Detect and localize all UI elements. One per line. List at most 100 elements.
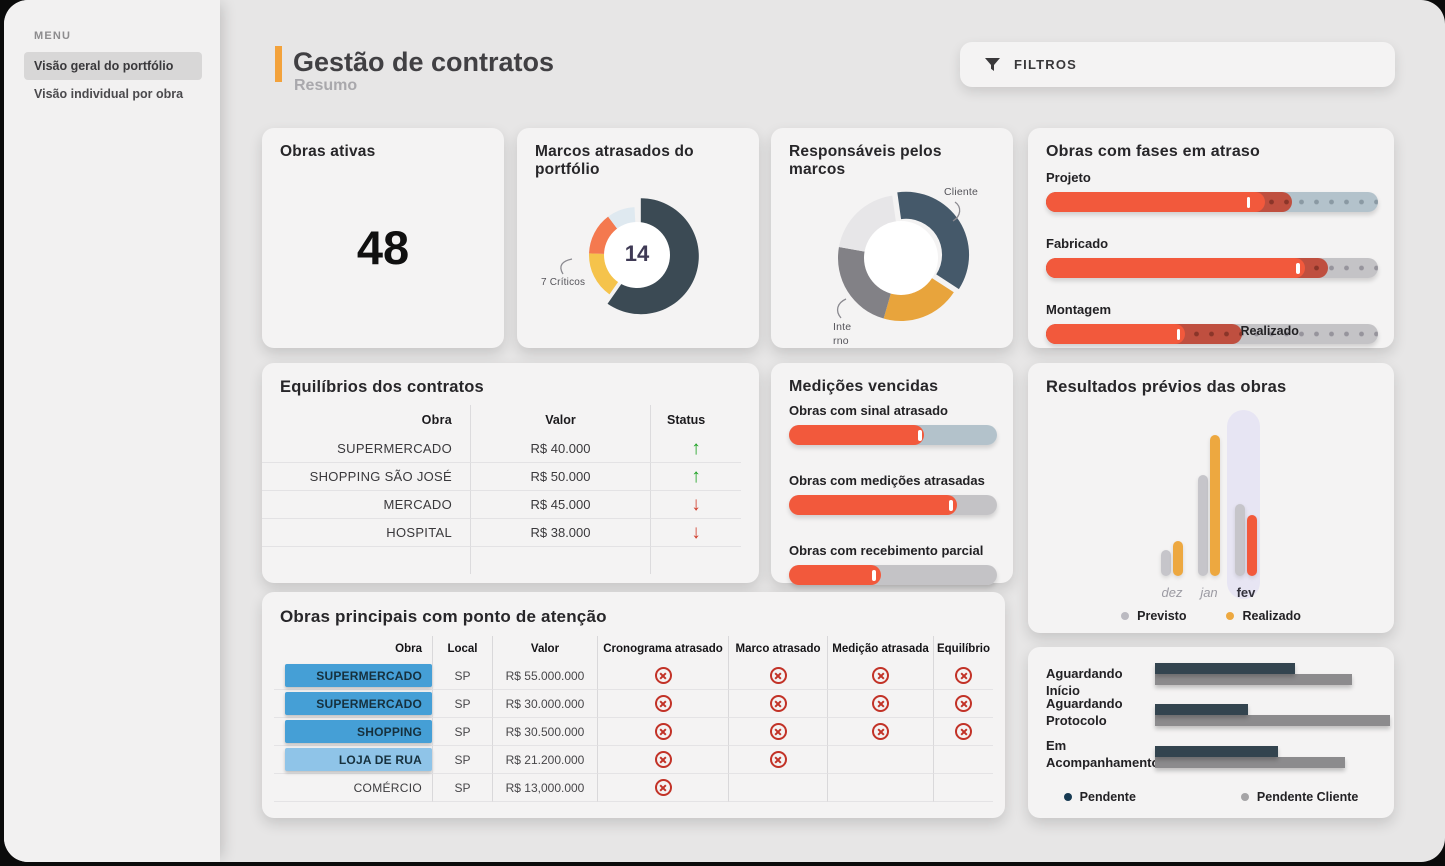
- legend-dot-icon: [1121, 612, 1130, 620]
- filters-label: FILTROS: [1014, 57, 1078, 72]
- sidebar-item-visao-geral[interactable]: Visão geral do portfólio: [24, 52, 202, 80]
- alert-x-icon: [872, 723, 889, 740]
- cell-obra: SHOPPING SÃO JOSÉ: [262, 463, 470, 491]
- cell-valor: R$ 50.000: [470, 463, 650, 491]
- cell-flag: [597, 774, 728, 802]
- legend-item: Pendente Cliente: [1240, 790, 1358, 804]
- alert-x-icon: [955, 695, 972, 712]
- cell-local: SP: [432, 690, 492, 718]
- progress-fill: [1046, 192, 1266, 212]
- card-title: Resultados prévios das obras: [1046, 378, 1287, 396]
- column-header: Medição atrasada: [827, 636, 933, 662]
- obras-ativas-value: 48: [356, 221, 410, 274]
- cell-status: ↓: [650, 491, 741, 519]
- progress-bar-row: Obras com recebimento parcial: [789, 543, 997, 585]
- bar-pendente-cliente: [1155, 757, 1345, 768]
- cell-status: ↓: [650, 519, 741, 547]
- legend-label: Realizado: [1240, 324, 1299, 338]
- progress-fill: [789, 425, 925, 445]
- status-row-label: Aguardando Início: [1046, 666, 1123, 698]
- cell-valor: R$ 30.000.000: [492, 690, 597, 718]
- alert-x-icon: [654, 667, 672, 684]
- cell-flag: [597, 746, 728, 774]
- progress-bar-label: Montagem: [1046, 302, 1111, 317]
- cell-flag: [728, 774, 827, 802]
- card-equilibrios: Equilíbrios dos contratos Obra Valor Statu…: [262, 363, 759, 583]
- progress-bar-label: Obras com recebimento parcial: [789, 543, 984, 558]
- obra-pill: SUPERMERCADO: [285, 692, 432, 715]
- sidebar-item-visao-individual[interactable]: Visão individual por obra: [34, 87, 184, 101]
- alert-x-icon: [654, 723, 672, 740]
- alert-x-icon: [769, 723, 787, 740]
- obra-pill: SUPERMERCADO: [285, 664, 432, 687]
- bar-realizado: [1210, 435, 1220, 576]
- card-title: Medições vencidas: [789, 378, 939, 395]
- donut-segment-criticos: [589, 216, 622, 255]
- donut-segment-alerta: [589, 253, 623, 295]
- empty-cell: [262, 547, 470, 574]
- progress-tick: [1176, 328, 1181, 340]
- progress-bar: [1046, 324, 1378, 344]
- cell-obra: COMÉRCIO: [274, 774, 432, 802]
- progress-fill: [789, 565, 881, 585]
- progress-bar-row: Obras com medições atrasadas: [789, 473, 997, 515]
- legend-item: Previsto: [1121, 609, 1186, 623]
- progress-fill: [1046, 258, 1305, 278]
- card-title: Marcos atrasados do portfólio: [535, 143, 694, 178]
- month-label: fev: [1236, 585, 1256, 600]
- donut-segment-realizado: [883, 277, 954, 321]
- progress-bar: [789, 495, 997, 515]
- bar-pendente: [1155, 663, 1295, 674]
- progress-bar-label: Obras com medições atrasadas: [789, 473, 985, 488]
- fases-bars: Projeto Fabricado Montagem: [1046, 170, 1378, 368]
- column-header: Local: [432, 636, 492, 662]
- legend-label: Previsto: [1137, 609, 1187, 623]
- arrow-up-icon: ↑: [691, 466, 701, 487]
- bar-previsto: [1235, 504, 1245, 576]
- progress-tick: [1296, 262, 1300, 274]
- card-responsaveis: Responsáveis pelos marcos Cliente Inte r…: [771, 128, 1013, 348]
- column-header: Status: [650, 405, 741, 435]
- cell-flag: [827, 718, 933, 746]
- progress-tick: [872, 569, 876, 581]
- card-fases-em-atraso: Obras com fases em atraso Projeto Fabrica…: [1028, 128, 1394, 348]
- status-row-label: Em Acompanhamento: [1046, 738, 1160, 770]
- progress-tick: [1246, 196, 1251, 208]
- cell-flag: [728, 718, 827, 746]
- alert-x-icon: [654, 779, 672, 796]
- obra-pill: LOJA DE RUA: [285, 748, 432, 771]
- cell-valor: R$ 55.000.000: [492, 662, 597, 690]
- arrow-up-icon: ↑: [691, 438, 701, 459]
- progress-bar-label: Fabricado: [1046, 236, 1109, 251]
- donut-hole: [864, 221, 938, 295]
- cell-flag: [933, 774, 993, 802]
- alert-x-icon: [872, 667, 889, 684]
- cell-flag: [933, 662, 993, 690]
- page-title: Gestão de contratos: [293, 47, 555, 77]
- alert-x-icon: [654, 751, 672, 768]
- legend-label: Realizado: [1242, 609, 1301, 623]
- card-marcos-atrasados: Marcos atrasados do portfólio 14 7 Críti…: [517, 128, 759, 348]
- card-title: Obras principais com ponto de atenção: [280, 607, 607, 626]
- cell-flag: [597, 718, 728, 746]
- cell-flag: [597, 690, 728, 718]
- column-header: Valor: [470, 405, 650, 435]
- donut-segment-cliente: [897, 191, 970, 290]
- cell-obra: LOJA DE RUA: [274, 746, 432, 774]
- bar-pendente: [1155, 746, 1278, 757]
- marcos-donut-chart: [589, 198, 699, 315]
- medicoes-bars: Obras com sinal atrasado Obras com mediçõ…: [789, 403, 997, 613]
- progress-fill: [789, 495, 958, 515]
- card-status-pendencias: Aguardando Início Aguardando Protocolo Em …: [1028, 647, 1394, 818]
- resultados-legend: Previsto Realizado: [1028, 609, 1394, 623]
- cell-flag: [827, 746, 933, 774]
- month-label: dez: [1161, 585, 1183, 600]
- cell-flag: [728, 690, 827, 718]
- column-header: Cronograma atrasado: [597, 636, 728, 662]
- dashboard-canvas: MENU Visão geral do portfólio Visão indi…: [4, 0, 1445, 862]
- filters-button[interactable]: FILTROS: [960, 42, 1395, 87]
- card-obras-ativas: Obras ativas 48: [262, 128, 504, 348]
- card-resultados-previos: Resultados prévios das obras dez jan fev P…: [1028, 363, 1394, 633]
- empty-cell: [470, 547, 650, 574]
- alert-x-icon: [654, 695, 672, 712]
